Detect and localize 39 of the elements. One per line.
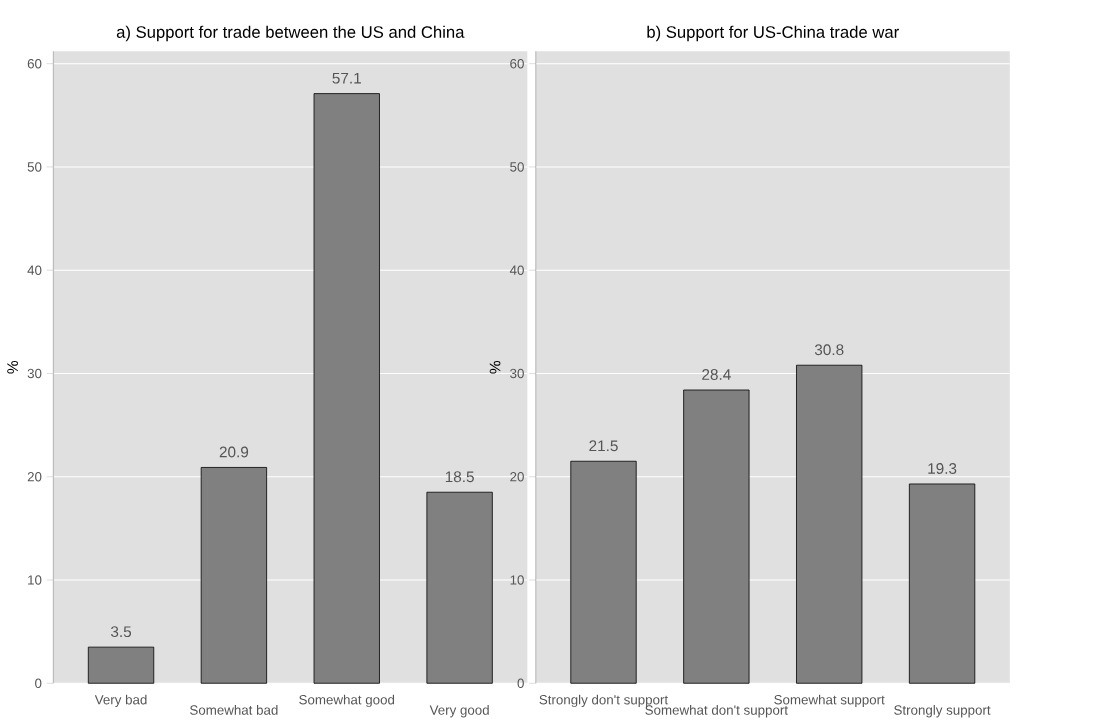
y-tick-label: 60 — [510, 58, 524, 69]
y-tick-label: 30 — [27, 368, 42, 379]
data-label: 57.1 — [332, 72, 361, 84]
y-axis-title: % — [489, 361, 501, 374]
data-label: 19.3 — [928, 463, 957, 474]
chart-title: a) Support for trade between the US and China — [116, 25, 465, 42]
x-tick-label: Very bad — [94, 694, 147, 708]
x-tick-label: Somewhat bad — [190, 704, 278, 715]
y-tick-label: 0 — [35, 678, 42, 688]
bar — [908, 483, 976, 684]
bar — [313, 93, 380, 684]
data-label: 21.5 — [589, 440, 618, 452]
y-tick-label: 10 — [28, 575, 42, 585]
y-tick-label: 50 — [27, 162, 42, 172]
bar — [683, 389, 750, 684]
bar — [426, 491, 493, 684]
y-axis-title: % — [7, 361, 18, 374]
bar — [796, 364, 863, 684]
y-tick-label: 60 — [27, 58, 42, 69]
x-tick-label: Somewhat good — [299, 694, 395, 708]
x-tick-label: Very good — [429, 704, 489, 718]
y-tick-label: 0 — [517, 678, 524, 688]
bar — [200, 467, 268, 684]
y-tick-label: 40 — [509, 265, 524, 275]
data-label: 20.9 — [219, 446, 249, 458]
data-label: 28.4 — [702, 369, 731, 380]
data-label: 3.5 — [110, 626, 132, 638]
data-label: 18.5 — [445, 471, 474, 483]
bar — [570, 460, 637, 684]
y-tick-label: 50 — [510, 162, 524, 172]
y-tick-label: 10 — [510, 575, 524, 585]
data-label: 30.8 — [814, 344, 844, 356]
y-tick-label: 40 — [27, 265, 42, 275]
y-tick-label: 20 — [510, 472, 524, 482]
x-tick-label: Strongly support — [894, 704, 991, 718]
bar — [87, 646, 155, 684]
y-tick-label: 30 — [510, 368, 524, 379]
chart-title: b) Support for US-China trade war — [647, 25, 899, 42]
y-tick-label: 20 — [27, 472, 42, 482]
